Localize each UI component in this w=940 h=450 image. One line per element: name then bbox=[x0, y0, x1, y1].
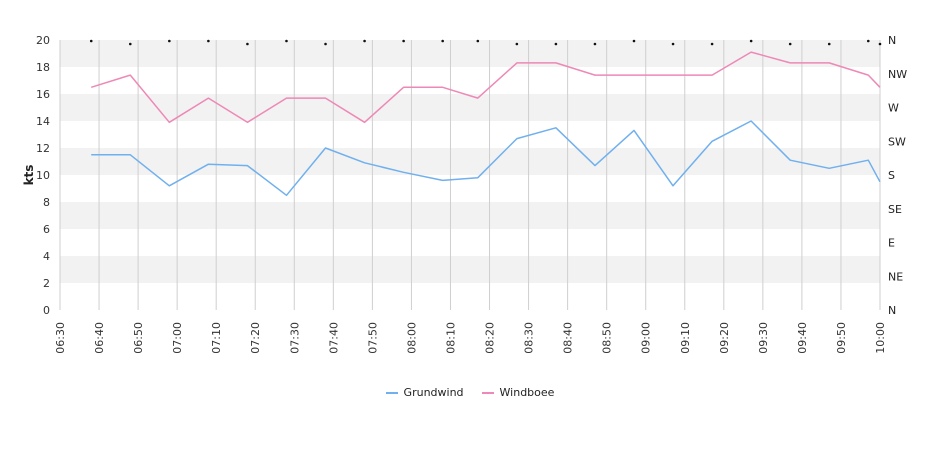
background-band bbox=[60, 67, 880, 94]
y-tick-label: 8 bbox=[43, 196, 50, 209]
direction-marker bbox=[363, 39, 366, 43]
direction-marker bbox=[878, 42, 882, 46]
direction-marker bbox=[476, 39, 480, 43]
direction-axis-ticks: N NE E SE S SW W NW N bbox=[888, 34, 907, 317]
background-bands bbox=[60, 40, 880, 310]
y-tick-label: 20 bbox=[36, 34, 50, 47]
x-axis-ticks: 06:30 06:40 06:50 07:00 07:10 07:20 07:30 07:40… bbox=[54, 322, 887, 354]
legend-label-windboee: Windboee bbox=[499, 386, 555, 399]
y-tick-label: 4 bbox=[43, 250, 50, 263]
y-tick-label: 18 bbox=[36, 61, 50, 74]
x-tick-label: 07:00 bbox=[171, 322, 184, 354]
x-tick-label: 06:40 bbox=[93, 322, 106, 354]
y-tick-label: 16 bbox=[36, 88, 50, 101]
x-tick-label: 09:10 bbox=[679, 322, 692, 354]
y-tick-label: 6 bbox=[43, 223, 50, 236]
legend-swatch-grundwind bbox=[385, 391, 398, 394]
background-band bbox=[60, 256, 880, 283]
direction-tick-label: W bbox=[888, 102, 899, 115]
x-tick-label: 07:40 bbox=[327, 322, 340, 354]
direction-marker bbox=[285, 39, 288, 43]
background-band bbox=[60, 40, 880, 67]
legend-item-grundwind[interactable]: Grundwind bbox=[385, 386, 464, 399]
direction-marker bbox=[207, 39, 210, 43]
direction-marker bbox=[441, 39, 444, 43]
x-tick-label: 08:50 bbox=[601, 322, 614, 354]
direction-tick-label: E bbox=[888, 237, 895, 250]
x-tick-label: 09:30 bbox=[757, 322, 770, 354]
direction-tick-label: N bbox=[888, 304, 896, 317]
direction-marker bbox=[128, 42, 132, 46]
legend-label-grundwind: Grundwind bbox=[403, 386, 464, 399]
direction-marker bbox=[827, 42, 831, 46]
direction-marker bbox=[554, 42, 558, 46]
x-tick-label: 07:10 bbox=[210, 322, 223, 354]
vertical-gridlines bbox=[59, 40, 881, 310]
x-tick-label: 06:30 bbox=[54, 322, 67, 354]
x-tick-label: 09:00 bbox=[640, 322, 653, 354]
x-tick-label: 08:10 bbox=[444, 322, 457, 354]
direction-markers bbox=[89, 39, 882, 46]
direction-marker bbox=[866, 39, 870, 43]
direction-marker bbox=[168, 39, 171, 43]
direction-tick-label: NW bbox=[888, 68, 907, 81]
y-tick-label: 2 bbox=[43, 277, 50, 290]
legend-item-windboee[interactable]: Windboee bbox=[481, 386, 555, 399]
background-band bbox=[60, 94, 880, 121]
direction-marker bbox=[632, 39, 636, 43]
background-band bbox=[60, 148, 880, 175]
series-lines bbox=[90, 51, 881, 197]
x-tick-label: 08:20 bbox=[484, 322, 497, 354]
direction-marker bbox=[246, 42, 249, 46]
direction-marker bbox=[515, 42, 519, 46]
direction-marker bbox=[324, 42, 327, 46]
background-band bbox=[60, 121, 880, 148]
legend: Grundwind Windboee bbox=[0, 386, 940, 399]
direction-marker bbox=[593, 42, 597, 46]
y-axis-ticks: 0 2 4 6 8 10 12 14 16 18 20 bbox=[36, 34, 50, 317]
direction-marker bbox=[89, 39, 93, 43]
y-axis-label: kts bbox=[22, 165, 36, 186]
x-tick-label: 09:20 bbox=[718, 322, 731, 354]
x-tick-label: 08:30 bbox=[523, 322, 536, 354]
x-tick-label: 08:00 bbox=[405, 322, 418, 354]
direction-tick-label: NE bbox=[888, 270, 903, 283]
x-tick-label: 07:50 bbox=[366, 322, 379, 354]
direction-marker bbox=[402, 39, 405, 43]
y-tick-label: 14 bbox=[36, 115, 50, 128]
background-band bbox=[60, 283, 880, 310]
background-band bbox=[60, 202, 880, 229]
legend-swatch-windboee bbox=[481, 391, 494, 394]
direction-marker bbox=[671, 42, 675, 46]
x-tick-label: 09:50 bbox=[835, 322, 848, 354]
x-tick-label: 07:30 bbox=[288, 322, 301, 354]
y-tick-label: 0 bbox=[43, 304, 50, 317]
y-tick-label: 12 bbox=[36, 142, 50, 155]
background-band bbox=[60, 175, 880, 202]
series-line-grundwind bbox=[91, 120, 881, 197]
direction-marker bbox=[749, 39, 753, 43]
series-line-windboee bbox=[90, 51, 881, 124]
x-tick-label: 09:40 bbox=[796, 322, 809, 354]
background-band bbox=[60, 229, 880, 256]
x-tick-label: 10:00 bbox=[874, 322, 887, 354]
direction-tick-label: N bbox=[888, 34, 896, 47]
direction-tick-label: S bbox=[888, 169, 895, 182]
direction-marker bbox=[710, 42, 714, 46]
x-tick-label: 06:50 bbox=[132, 322, 145, 354]
x-tick-label: 07:20 bbox=[249, 322, 262, 354]
x-tick-label: 08:40 bbox=[562, 322, 575, 354]
direction-tick-label: SE bbox=[888, 203, 902, 216]
direction-tick-label: SW bbox=[888, 135, 906, 148]
y-tick-label: 10 bbox=[36, 169, 50, 182]
direction-marker bbox=[788, 42, 792, 46]
